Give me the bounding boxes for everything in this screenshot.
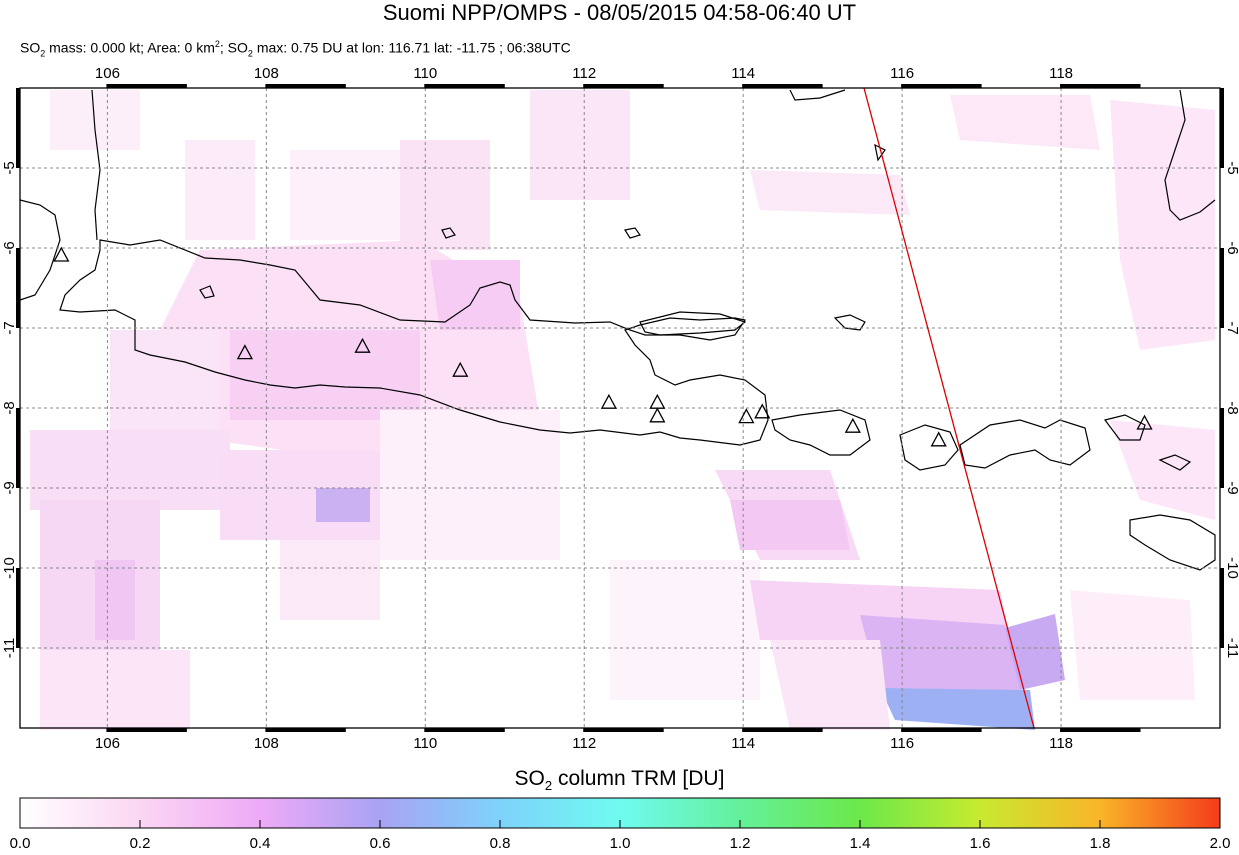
frame-seg-left (16, 568, 20, 648)
lon-labels-top: 106 108 110 112 114 116 118 (95, 65, 1073, 82)
colorbar-title: SO2 column TRM [DU] (514, 767, 725, 794)
lat-label-left: -5 (1, 161, 18, 174)
lat-label-right: -6 (1224, 241, 1239, 254)
volcano-triangle-icon (649, 393, 666, 409)
lon-label-bottom: 106 (95, 735, 120, 752)
volcano-triangle-icon (844, 417, 861, 433)
lon-label-bottom: 110 (413, 735, 437, 752)
volcano-triangle-icon (354, 337, 371, 353)
frame-seg-right (1220, 408, 1224, 488)
colorbar-tick-label: 1.4 (849, 835, 871, 852)
coastlines (19, 89, 1216, 571)
lat-label-left: -9 (1, 481, 18, 494)
graticule (20, 88, 1220, 728)
lon-label-bottom: 118 (1049, 735, 1073, 752)
colorbar-tick-label: 0.2 (129, 835, 151, 852)
volcano-triangle-icon (738, 408, 755, 424)
orbit-track-line (863, 87, 1035, 729)
lon-label-top: 108 (254, 65, 279, 82)
frame-seg-right (1220, 248, 1224, 328)
frame-seg-top (425, 84, 505, 88)
frame-seg-top (107, 84, 187, 88)
volcano-triangle-icon (930, 431, 947, 447)
frame-seg-bottom (266, 728, 346, 732)
lon-label-bottom: 116 (890, 735, 914, 752)
lon-label-top: 114 (731, 65, 755, 82)
volcano-triangle-icon (754, 403, 771, 419)
colorbar-tick-label: 1.8 (1089, 835, 1111, 852)
volcano-triangle-icon (236, 344, 253, 360)
lon-label-top: 106 (95, 65, 120, 82)
colorbar-tick-label: 0.4 (249, 835, 271, 852)
frame-seg-top (266, 84, 346, 88)
lon-label-bottom: 114 (731, 735, 755, 752)
colorbar-tick-label: 2.0 (1209, 835, 1231, 852)
frame-seg-right (1220, 88, 1224, 168)
lat-label-right: -10 (1224, 557, 1239, 579)
lon-label-top: 110 (413, 65, 437, 82)
frame-ticks (16, 84, 1224, 732)
lat-label-left: -7 (1, 321, 18, 334)
colorbar-tick-label: 1.6 (969, 835, 991, 852)
lon-label-bottom: 108 (254, 735, 279, 752)
lat-labels-right: -5 -6 -7 -8 -9 -10 -11 (1224, 161, 1239, 658)
map-subtitle: SO2 mass: 0.000 kt; Area: 0 km2; SO2 max… (20, 39, 571, 59)
frame-seg-top (743, 84, 823, 88)
frame-seg-bottom (902, 728, 982, 732)
lon-label-bottom: 112 (572, 735, 596, 752)
frame-seg-top (902, 84, 982, 88)
frame-seg-left (16, 88, 20, 168)
lat-label-right: -8 (1224, 401, 1239, 414)
lon-label-top: 112 (572, 65, 596, 82)
frame-seg-bottom (743, 728, 823, 732)
frame-seg-left (16, 408, 20, 488)
frame-seg-bottom (1061, 728, 1141, 732)
lat-label-left: -8 (1, 401, 18, 414)
lat-label-left: -11 (1, 638, 18, 659)
lon-label-top: 116 (890, 65, 914, 82)
frame-seg-left (16, 248, 20, 328)
colorbar-tick-label: 0.6 (369, 835, 391, 852)
volcano-triangle-icon (53, 246, 70, 262)
map-title: Suomi NPP/OMPS - 08/05/2015 04:58-06:40 … (382, 0, 857, 25)
lat-label-right: -5 (1224, 161, 1239, 174)
colorbar-tick-label: 0.0 (9, 835, 31, 852)
lat-labels-left: -5 -6 -7 -8 -9 -10 -11 (1, 161, 18, 658)
frame-seg-top (1061, 84, 1141, 88)
lat-label-right: -9 (1224, 481, 1239, 494)
frame-seg-top (584, 84, 664, 88)
volcano-triangle-icon (1136, 414, 1153, 430)
colorbar-tick-label: 1.2 (729, 835, 751, 852)
colorbar-ticks (19, 820, 1221, 828)
colorbar-tick-label: 1.0 (609, 835, 631, 852)
lat-label-right: -11 (1224, 638, 1239, 659)
frame-seg-bottom (584, 728, 664, 732)
lon-labels-bottom: 106 108 110 112 114 116 118 (95, 735, 1073, 752)
so2-pixels (30, 90, 1215, 730)
colorbar-tick-label: 0.8 (489, 835, 511, 852)
volcano-triangle-icon (452, 361, 469, 377)
frame-seg-right (1220, 568, 1224, 648)
volcano-triangle-icon (649, 407, 666, 423)
lat-label-right: -7 (1224, 321, 1239, 334)
frame-seg-bottom (107, 728, 187, 732)
lon-label-top: 118 (1049, 65, 1073, 82)
lat-label-left: -6 (1, 241, 18, 254)
volcano-markers (53, 246, 1153, 447)
lat-label-left: -10 (1, 557, 18, 579)
volcano-triangle-icon (600, 393, 617, 409)
frame-seg-bottom (425, 728, 505, 732)
